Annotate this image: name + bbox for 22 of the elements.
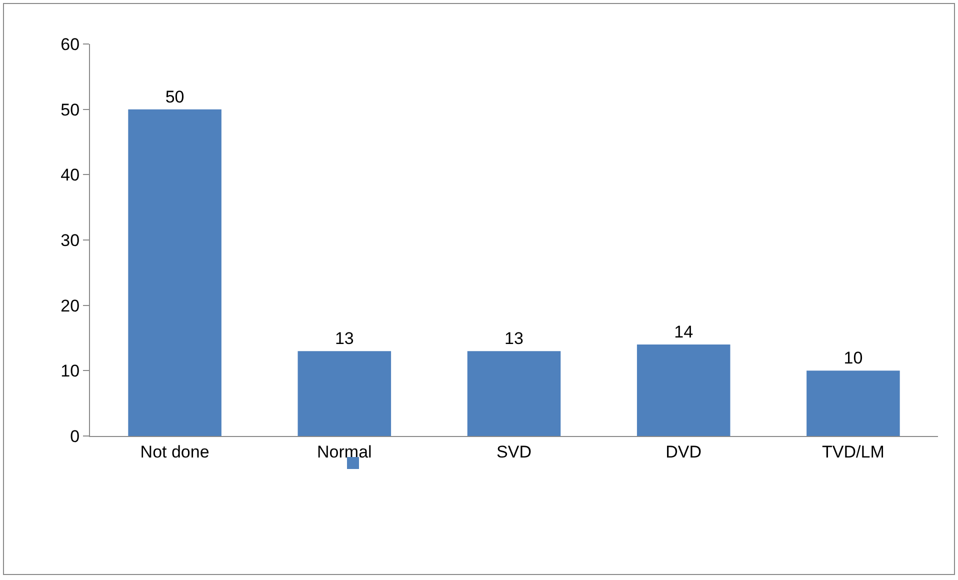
data-label: 14 <box>674 322 694 342</box>
y-tick-label: 20 <box>60 296 80 316</box>
bar <box>128 109 222 436</box>
x-tick-label: Normal <box>317 442 372 462</box>
y-tick-label: 0 <box>70 426 80 446</box>
bar <box>298 351 392 436</box>
x-tick-label: DVD <box>666 442 702 462</box>
y-tick-label: 30 <box>60 230 80 250</box>
y-tick-label: 50 <box>60 100 80 120</box>
bar <box>467 351 561 436</box>
y-tick-label: 10 <box>60 362 80 381</box>
x-tick-label: Not done <box>140 442 210 462</box>
data-label: 13 <box>334 329 354 348</box>
y-tick-label: 60 <box>60 34 80 54</box>
data-label: 50 <box>165 87 184 106</box>
data-label: 13 <box>504 329 524 348</box>
bar <box>806 370 900 436</box>
x-tick-label: TVD/LM <box>822 442 884 462</box>
bar <box>636 344 730 436</box>
y-tick-label: 40 <box>60 166 80 185</box>
data-label: 10 <box>844 348 863 368</box>
x-tick-label: SVD <box>496 442 532 462</box>
